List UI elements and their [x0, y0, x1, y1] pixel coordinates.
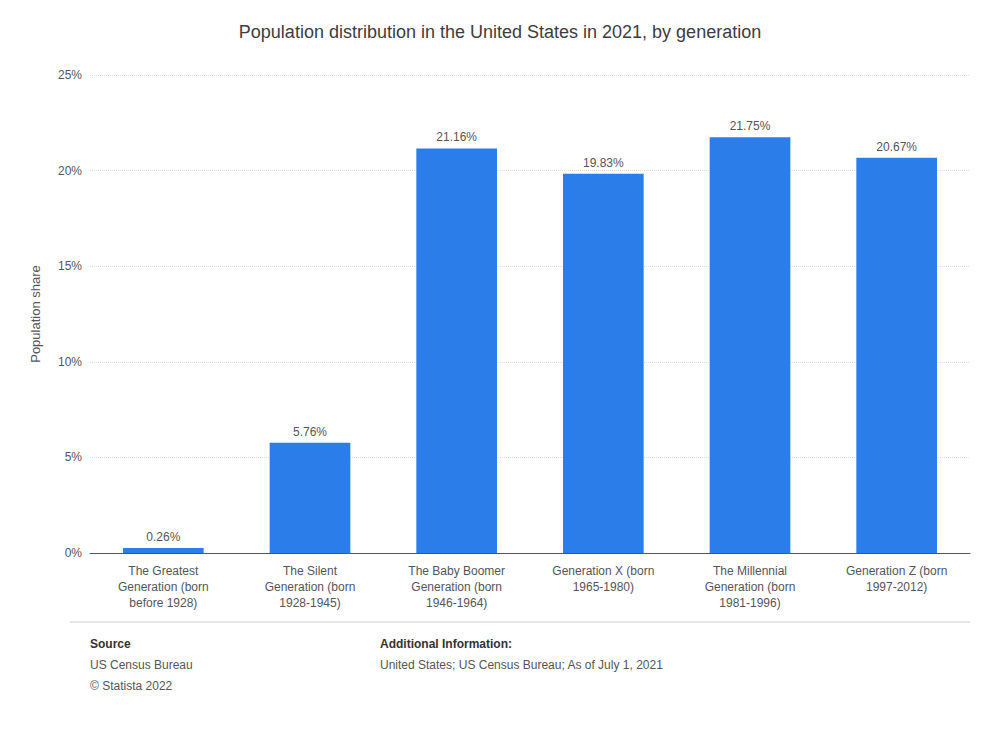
svg-text:20.67%: 20.67%	[876, 140, 917, 154]
svg-text:1997-2012): 1997-2012)	[866, 580, 927, 594]
svg-text:19.83%: 19.83%	[583, 156, 624, 170]
svg-text:1981-1996): 1981-1996)	[719, 596, 780, 610]
svg-text:The Silent: The Silent	[283, 564, 338, 578]
svg-text:1928-1945): 1928-1945)	[279, 596, 340, 610]
svg-text:US Census Bureau: US Census Bureau	[90, 658, 193, 672]
svg-text:0.26%: 0.26%	[146, 530, 180, 544]
svg-text:Generation (born: Generation (born	[118, 580, 209, 594]
svg-text:before 1928): before 1928)	[129, 596, 197, 610]
svg-text:Additional Information:: Additional Information:	[380, 637, 512, 651]
svg-text:20%: 20%	[58, 164, 82, 178]
svg-text:10%: 10%	[58, 355, 82, 369]
svg-text:5%: 5%	[65, 450, 83, 464]
svg-text:Generation Z (born: Generation Z (born	[846, 564, 947, 578]
svg-text:Generation (born: Generation (born	[265, 580, 356, 594]
svg-text:1946-1964): 1946-1964)	[426, 596, 487, 610]
svg-text:The Millennial: The Millennial	[713, 564, 787, 578]
svg-text:The Baby Boomer: The Baby Boomer	[408, 564, 505, 578]
svg-text:© Statista 2022: © Statista 2022	[90, 679, 173, 693]
svg-text:Population distribution in the: Population distribution in the United St…	[239, 22, 761, 42]
svg-text:21.16%: 21.16%	[436, 130, 477, 144]
svg-text:1965-1980): 1965-1980)	[573, 580, 634, 594]
svg-text:0%: 0%	[65, 546, 83, 560]
svg-text:Generation X (born: Generation X (born	[552, 564, 654, 578]
svg-text:25%: 25%	[58, 68, 82, 82]
svg-text:The Greatest: The Greatest	[128, 564, 199, 578]
svg-text:Source: Source	[90, 637, 131, 651]
svg-text:Generation (born: Generation (born	[705, 580, 796, 594]
svg-text:15%: 15%	[58, 259, 82, 273]
svg-text:United States; US Census Burea: United States; US Census Bureau; As of J…	[380, 658, 663, 672]
svg-text:21.75%: 21.75%	[730, 119, 771, 133]
svg-text:Population share: Population share	[28, 265, 43, 363]
svg-text:Generation (born: Generation (born	[411, 580, 502, 594]
svg-text:5.76%: 5.76%	[293, 425, 327, 439]
